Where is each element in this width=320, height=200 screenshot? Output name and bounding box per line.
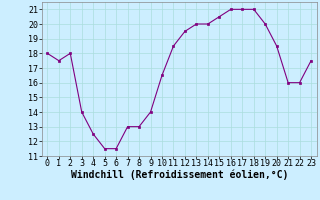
X-axis label: Windchill (Refroidissement éolien,°C): Windchill (Refroidissement éolien,°C) xyxy=(70,170,288,180)
